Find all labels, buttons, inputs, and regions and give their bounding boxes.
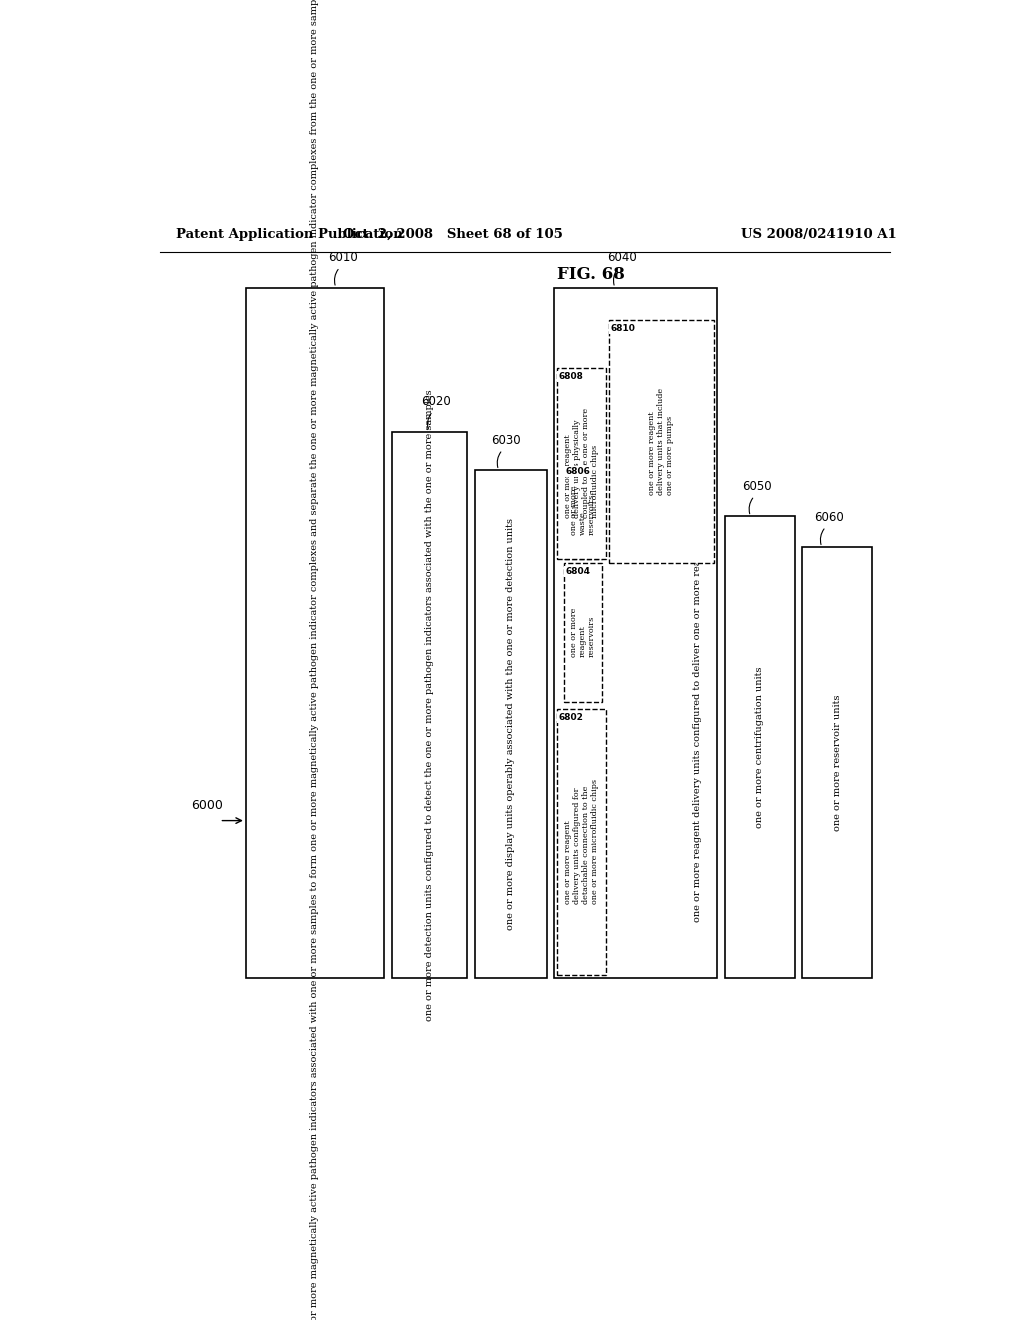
Text: 6010: 6010	[328, 251, 357, 264]
Bar	[557, 368, 606, 558]
Text: one or more
waste
reservoirs: one or more waste reservoirs	[569, 486, 596, 536]
Text: 6810: 6810	[610, 325, 635, 333]
Text: Oct. 2, 2008   Sheet 68 of 105: Oct. 2, 2008 Sheet 68 of 105	[343, 228, 563, 242]
Text: 6020: 6020	[421, 395, 451, 408]
Text: 6806: 6806	[565, 466, 590, 475]
Text: FIG. 68: FIG. 68	[557, 265, 625, 282]
Text: one or more centrifugation units: one or more centrifugation units	[755, 667, 764, 828]
Bar	[554, 288, 717, 978]
Bar	[391, 432, 467, 978]
Text: 6030: 6030	[490, 434, 520, 446]
Bar	[563, 562, 602, 702]
Bar	[557, 709, 606, 974]
Bar	[246, 288, 384, 978]
Bar	[563, 462, 602, 558]
Bar	[725, 516, 795, 978]
Text: Patent Application Publication: Patent Application Publication	[176, 228, 402, 242]
Text: 6060: 6060	[814, 511, 844, 524]
Text: 6804: 6804	[565, 566, 590, 576]
Bar	[802, 548, 872, 978]
Text: 6040: 6040	[607, 251, 637, 264]
Text: one or more reagent
delivery units configured for
detachable connection to the
o: one or more reagent delivery units confi…	[563, 779, 599, 904]
Bar	[608, 321, 714, 562]
Text: one or more reagent delivery units configured to deliver one or more reagents to: one or more reagent delivery units confi…	[693, 345, 702, 921]
Text: 6050: 6050	[742, 480, 772, 492]
Text: one or more
reagent
reservoirs: one or more reagent reservoirs	[569, 607, 596, 657]
Text: one or more detection units configured to detect the one or more pathogen indica: one or more detection units configured t…	[425, 389, 434, 1020]
Text: 6000: 6000	[191, 799, 223, 812]
Text: one or more microfluidic chips that are configured to allow one or more magnetic: one or more microfluidic chips that are …	[310, 0, 319, 1320]
Text: one or more display units operably associated with the one or more detection uni: one or more display units operably assoc…	[506, 519, 515, 931]
Text: one or more reagent
delivery units physically
coupled to the one or more
microfl: one or more reagent delivery units physi…	[563, 408, 599, 519]
Text: one or more reagent
delivery units that include
one or more pumps: one or more reagent delivery units that …	[648, 388, 675, 495]
Text: 6802: 6802	[558, 713, 583, 722]
Text: US 2008/0241910 A1: US 2008/0241910 A1	[740, 228, 896, 242]
Text: 6808: 6808	[558, 372, 583, 381]
Text: one or more reservoir units: one or more reservoir units	[833, 694, 842, 832]
Bar	[475, 470, 547, 978]
